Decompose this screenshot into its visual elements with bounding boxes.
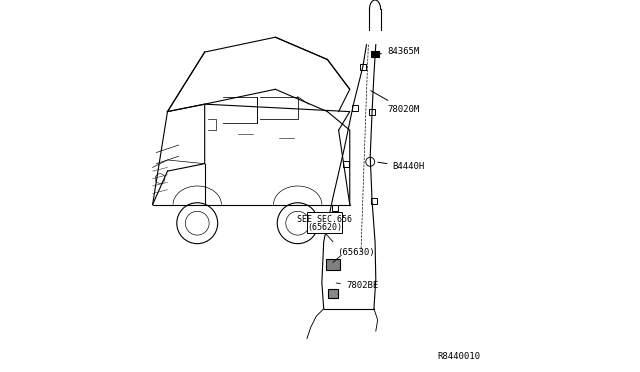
Bar [343,161,349,167]
Bar [332,205,338,211]
Text: 84365M: 84365M [379,47,419,56]
Bar [360,64,365,70]
Text: R8440010: R8440010 [437,352,480,361]
Bar [353,105,358,111]
Text: 78020M: 78020M [371,91,419,113]
Text: B4440H: B4440H [378,162,425,171]
Bar [328,289,338,298]
Text: (65620): (65620) [307,223,342,232]
Bar [369,109,375,115]
Text: 7802BE: 7802BE [336,281,378,290]
Bar [307,212,342,232]
Bar [371,51,379,57]
Bar [371,198,377,204]
Text: (65630): (65630) [337,248,374,257]
Bar [326,259,340,270]
Text: SEE SEC.656: SEE SEC.656 [297,215,352,224]
